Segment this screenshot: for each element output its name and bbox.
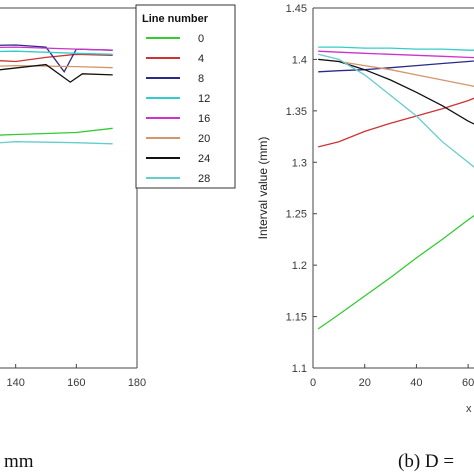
- legend-label-20: 20: [198, 133, 210, 145]
- panel-b-x-label-fragment: x: [466, 403, 472, 415]
- panel-a-x-ticks: 140 160 180: [6, 364, 146, 389]
- panel-b: Interval value (mm) 1.1 1.15 1.2 1.25 1.3 1.3…: [256, 3, 474, 472]
- series-line-8: [318, 60, 474, 73]
- legend-entries: 0 4 8 12 16 20 24 28: [146, 33, 210, 185]
- panel-a-plot: [0, 44, 113, 145]
- panel-b-y-ticks: 1.1 1.15 1.2 1.25 1.3 1.35 1.4 1.45: [286, 3, 317, 375]
- legend-box: [135, 4, 236, 189]
- panel-a: 140 160 180 mm: [0, 7, 146, 472]
- series-line-16: [0, 46, 113, 51]
- y-tick-label: 1.4: [292, 54, 307, 66]
- x-tick-label: 20: [359, 377, 371, 389]
- panel-b-x-ticks: 0 20 40 60: [310, 364, 474, 389]
- legend-label-4: 4: [198, 53, 204, 65]
- x-tick-label: 160: [67, 377, 85, 389]
- legend-label-24: 24: [198, 153, 210, 165]
- series-line-4: [0, 53, 113, 63]
- series-line-16: [318, 50, 474, 59]
- series-line-0: [317, 214, 474, 330]
- legend-label-28: 28: [198, 173, 210, 185]
- series-line-12: [0, 50, 113, 55]
- legend-label-12: 12: [198, 93, 210, 105]
- series-line-28: [0, 141, 113, 145]
- series-line-0: [0, 127, 113, 136]
- x-tick-label: 180: [128, 377, 146, 389]
- y-tick-label: 1.25: [286, 209, 307, 221]
- y-tick-label: 1.3: [292, 157, 307, 169]
- series-line-20: [318, 58, 474, 87]
- x-tick-label: 0: [310, 377, 316, 389]
- panel-b-y-axis-label: Interval value (mm): [256, 137, 270, 240]
- panel-b-caption-text: (b) D =: [398, 451, 454, 472]
- series-line-4: [318, 97, 474, 148]
- panel-a-caption-text: mm: [4, 451, 34, 472]
- panel-b-plot: [317, 46, 474, 330]
- y-tick-label: 1.1: [292, 363, 307, 375]
- y-tick-label: 1.15: [286, 312, 307, 324]
- legend-title: Line number: [142, 13, 209, 25]
- legend-label-16: 16: [198, 113, 210, 125]
- x-tick-label: 140: [6, 377, 24, 389]
- panel-b-caption: (b) D =: [398, 451, 454, 472]
- legend: Line number 0 4 8 12 16 20 24 28: [135, 4, 236, 189]
- series-line-24: [0, 63, 113, 83]
- series-line-20: [0, 64, 113, 69]
- x-tick-label: 40: [410, 377, 422, 389]
- series-line-28: [318, 53, 474, 168]
- x-tick-label: 60: [462, 377, 474, 389]
- series-line-12: [318, 46, 474, 51]
- legend-label-0: 0: [198, 33, 204, 45]
- series-line-24: [318, 58, 474, 125]
- legend-label-8: 8: [198, 73, 204, 85]
- y-tick-label: 1.2: [292, 260, 307, 272]
- y-tick-label: 1.45: [286, 3, 307, 15]
- panel-a-caption: mm: [4, 451, 34, 472]
- y-tick-label: 1.35: [286, 106, 307, 118]
